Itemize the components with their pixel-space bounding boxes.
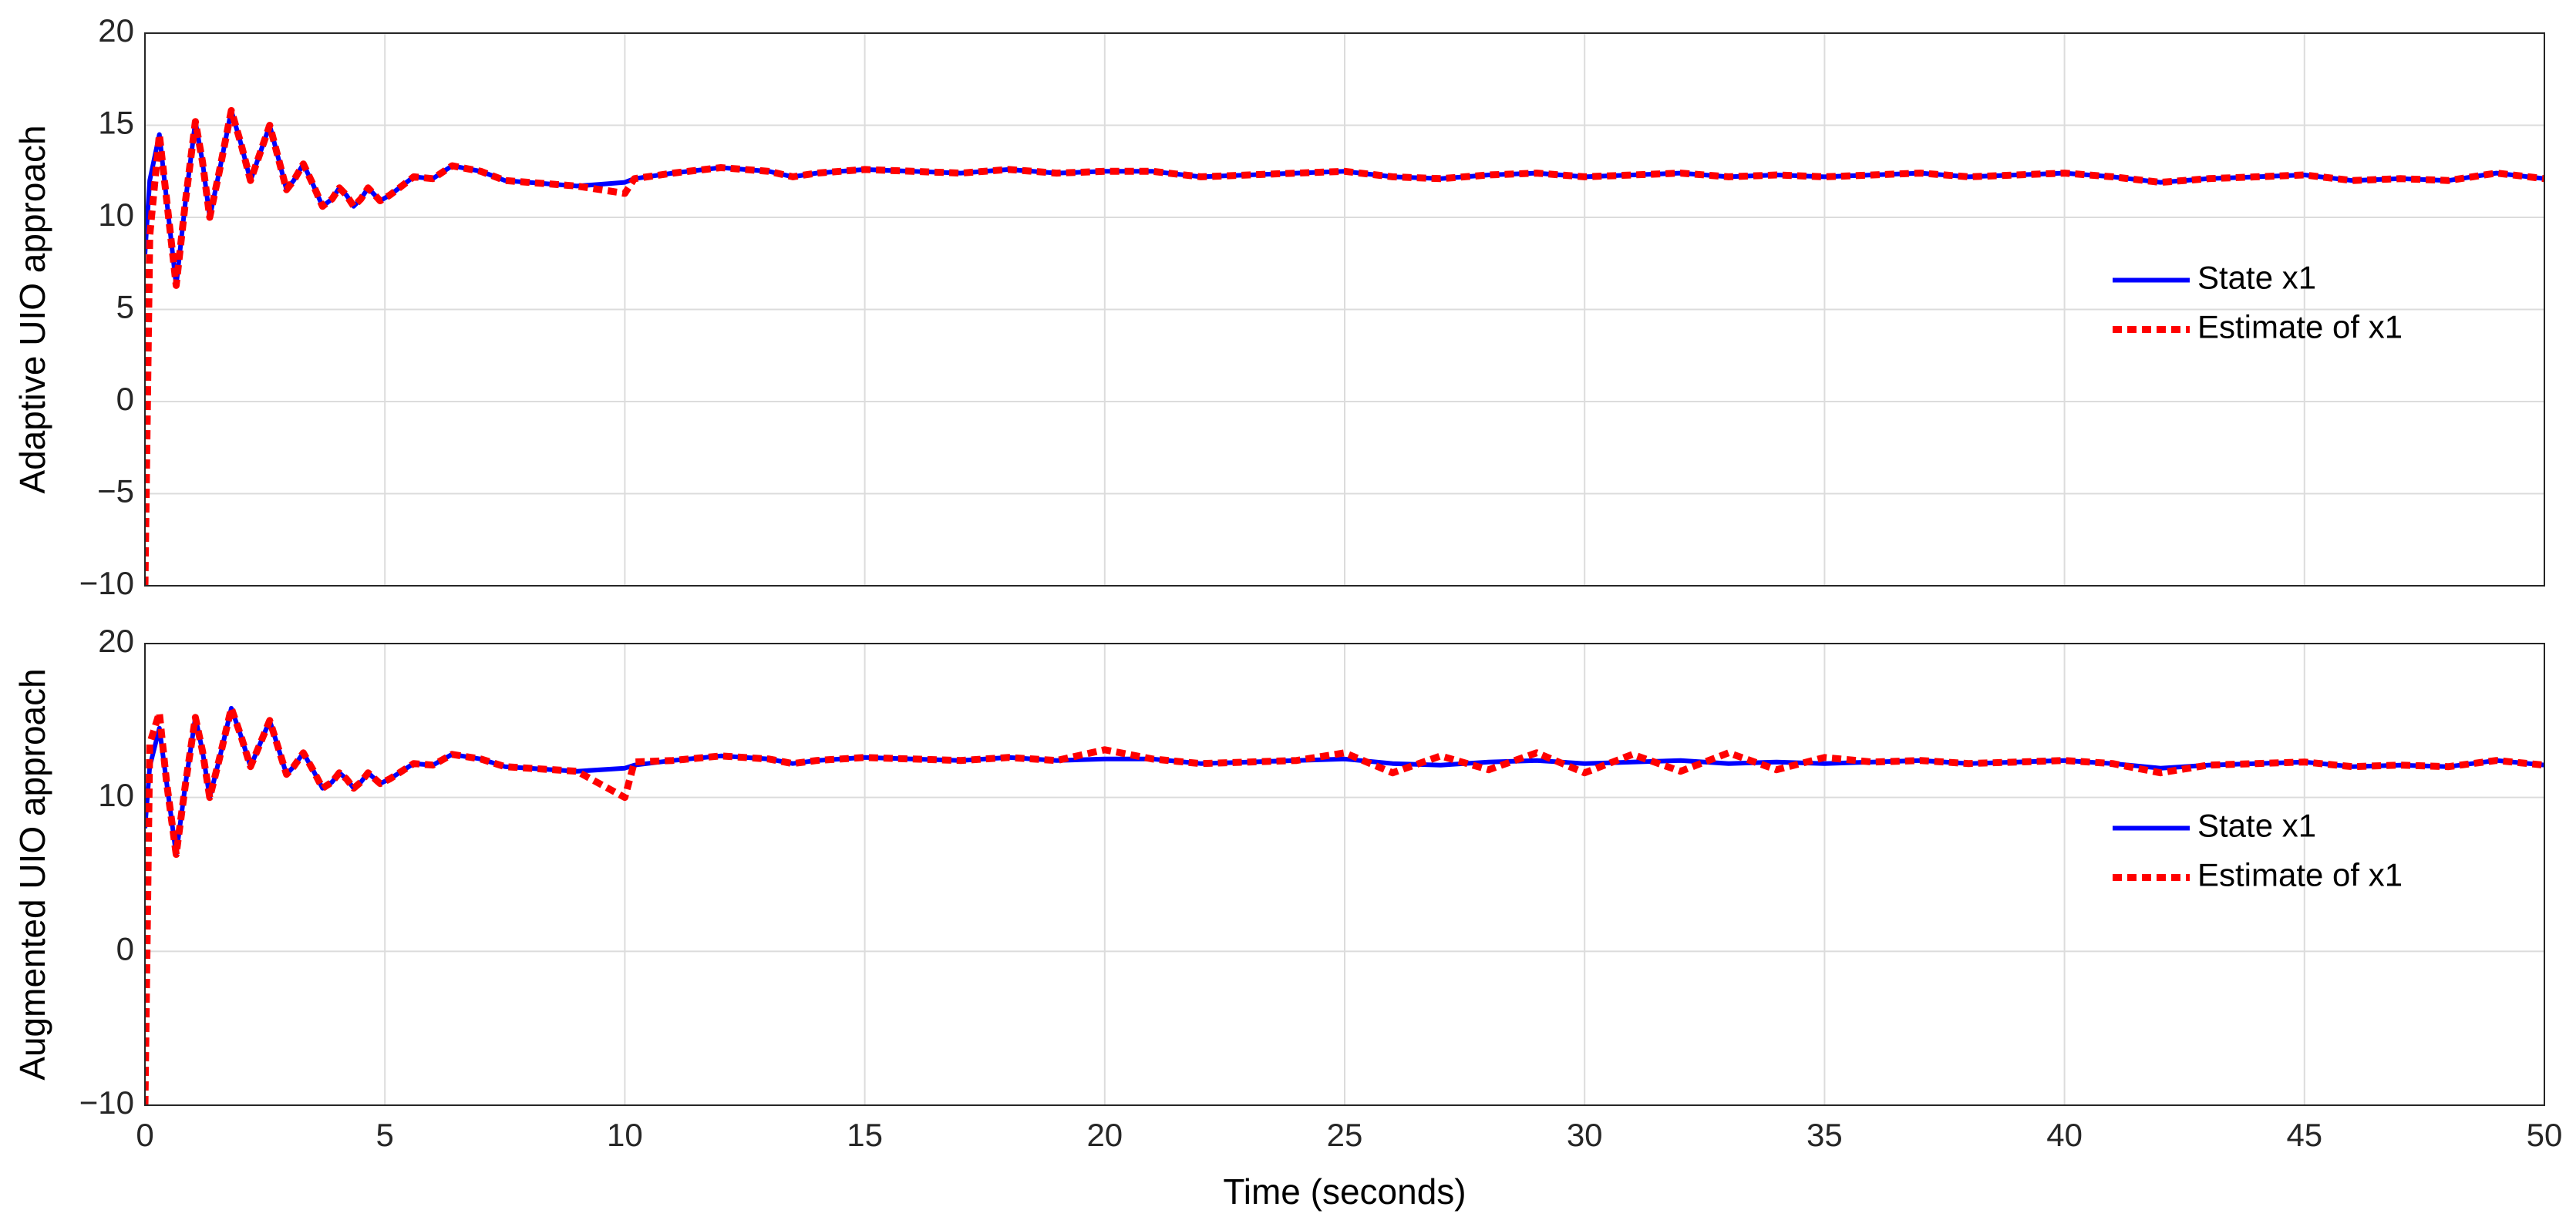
axes: −10 −5 0 5 10 15 20 Adaptive UIO approach State …: [12, 12, 2545, 601]
axes-frame: [144, 643, 2545, 1106]
x-tick-label: 45: [2286, 1117, 2322, 1153]
x-tick-label: 15: [847, 1117, 883, 1153]
y-axis-label: Adaptive UIO approach: [12, 125, 52, 493]
legend: State x1 Estimate of x1: [2113, 808, 2403, 893]
legend-label: Estimate of x1: [2197, 309, 2403, 345]
y-tick-label: 5: [116, 289, 134, 325]
y-tick-label: 10: [98, 777, 134, 813]
y-tick-label: −10: [79, 1084, 134, 1121]
axes-frame: [144, 32, 2545, 587]
x-tick-label: 50: [2527, 1117, 2563, 1153]
series-line: [145, 704, 2544, 1106]
legend-label: State x1: [2197, 808, 2316, 844]
y-tick-label: 0: [116, 930, 134, 966]
series-line: [145, 108, 2544, 288]
x-axis-label: Time (seconds): [1223, 1172, 1466, 1212]
legend-label: State x1: [2197, 260, 2316, 296]
y-tick-label: 10: [98, 197, 134, 233]
x-tick-label: 0: [136, 1117, 153, 1153]
x-tick-label: 30: [1567, 1117, 1603, 1153]
legend-label: Estimate of x1: [2197, 857, 2403, 893]
x-tick-label: 25: [1327, 1117, 1363, 1153]
x-tick-label: 20: [1086, 1117, 1123, 1153]
y-axis-label: Augmented UIO approach: [12, 668, 52, 1080]
y-tick-label: 0: [116, 381, 134, 417]
y-tick-label: 15: [98, 105, 134, 141]
y-tick-label: −10: [79, 565, 134, 601]
y-tick-label: 20: [98, 12, 134, 49]
y-tick-label: −5: [97, 473, 134, 509]
y-tick-label: 20: [98, 623, 134, 659]
x-tick-label: 5: [376, 1117, 394, 1153]
legend: State x1 Estimate of x1: [2113, 260, 2403, 345]
x-tick-label: 10: [607, 1117, 643, 1153]
x-tick-label: 40: [2046, 1117, 2083, 1153]
x-tick-label: 35: [1807, 1117, 1843, 1153]
